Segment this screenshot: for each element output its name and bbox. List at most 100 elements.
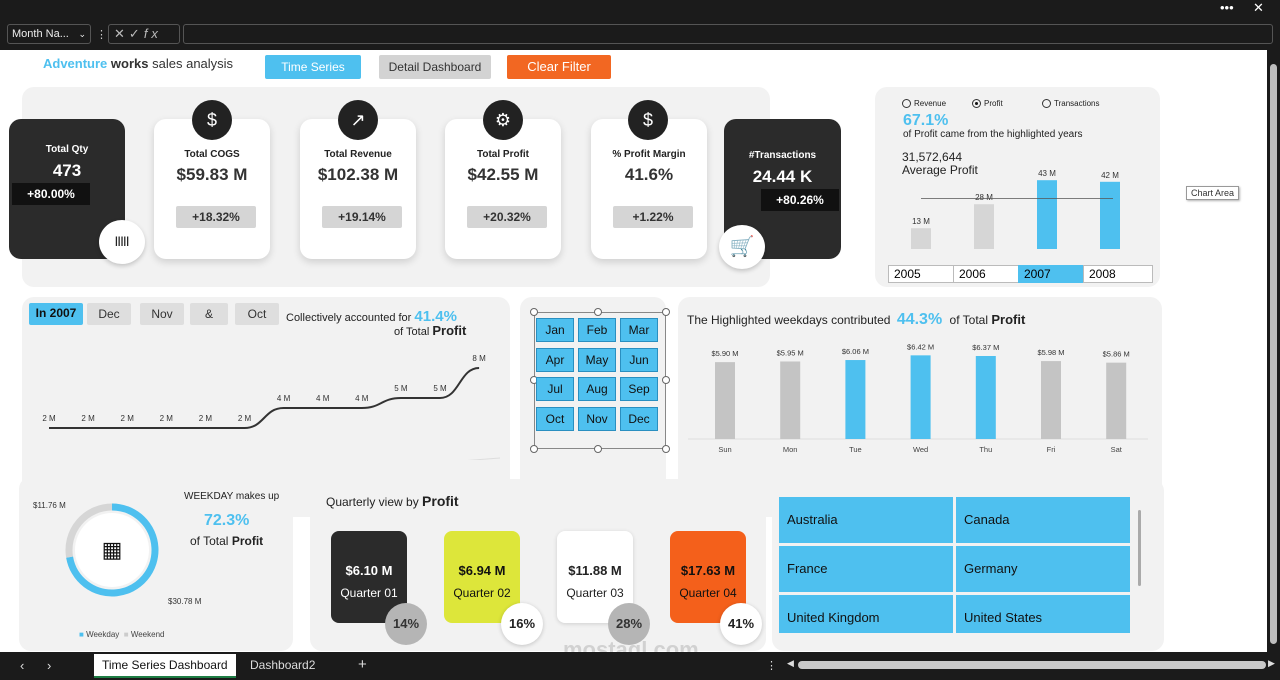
year-pct-text: of Profit came from the highlighted year… <box>903 129 1083 140</box>
time-series-button[interactable]: Time Series <box>265 55 361 79</box>
prev-sheet-icon[interactable]: ‹ <box>20 658 25 673</box>
scroll-right-icon[interactable]: ▶ <box>1268 658 1275 668</box>
weekday-bar-fri <box>1041 361 1061 439</box>
country-slicer: Australia Canada France Germany United K… <box>778 495 1140 633</box>
line-point-label: 8 M <box>472 354 486 363</box>
year-2005[interactable]: 2005 <box>888 265 958 283</box>
kpi-label: % Profit Margin <box>612 149 686 160</box>
line-point-label: 5 M <box>394 384 408 393</box>
x-tick-label: Thu <box>979 445 992 454</box>
x-tick-label: Sun <box>718 445 731 454</box>
x-tick-label: Wed <box>913 445 928 454</box>
name-box[interactable]: Month Na... ⌄ <box>7 24 91 44</box>
tab-time-series-dashboard[interactable]: Time Series Dashboard <box>94 654 236 678</box>
formula-input[interactable] <box>183 24 1273 44</box>
slicer-month-jun[interactable]: Jun <box>620 347 658 372</box>
worksheet: Adventure works sales analysis Time Seri… <box>0 50 1267 652</box>
vertical-scrollbar[interactable] <box>1267 50 1280 652</box>
slicer-month-dec[interactable]: Dec <box>620 406 658 431</box>
resize-handle[interactable] <box>662 308 670 316</box>
weekday-bar-mon <box>780 361 801 439</box>
country-france[interactable]: France <box>779 546 953 592</box>
kebab-icon[interactable]: ⋮ <box>96 29 107 41</box>
year-bar-2008 <box>1100 181 1120 249</box>
slicer-month-mar[interactable]: Mar <box>620 318 658 342</box>
x-tick-label: Mon <box>783 445 798 454</box>
slicer-month-oct[interactable]: Oct <box>536 406 574 431</box>
resize-handle[interactable] <box>662 445 670 453</box>
weekday-bar-label: $5.90 M <box>711 349 738 358</box>
average-label: Average Profit <box>902 163 978 177</box>
line-point-label: 4 M <box>277 394 291 403</box>
cancel-icon[interactable]: ✕ <box>114 26 129 41</box>
country-scrollbar[interactable] <box>1138 510 1141 586</box>
country-united-states[interactable]: United States <box>956 595 1130 633</box>
kpi-profit-margin: % Profit Margin 41.6% +1.22% <box>591 119 707 259</box>
year-2006[interactable]: 2006 <box>953 265 1023 283</box>
resize-handle[interactable] <box>530 445 538 453</box>
next-sheet-icon[interactable]: › <box>47 658 52 673</box>
line-point-label: 2 M <box>42 414 56 423</box>
kebab-icon[interactable]: ⋮ <box>766 660 777 672</box>
monthly-line-chart: 2 MJan2 MFeb2 MMar2 MApr2 MMay2 MJun4 MJ… <box>42 354 500 460</box>
close-window-icon[interactable]: ✕ <box>1253 0 1264 15</box>
slicer-month-feb[interactable]: Feb <box>578 318 616 342</box>
slicer-month-sep[interactable]: Sep <box>620 377 658 401</box>
month-tag-and: & <box>190 303 228 325</box>
clear-filter-button[interactable]: Clear Filter <box>507 55 611 79</box>
country-australia[interactable]: Australia <box>779 497 953 543</box>
kpi-change: +18.32% <box>176 206 256 228</box>
detail-dashboard-button[interactable]: Detail Dashboard <box>379 55 491 79</box>
resize-handle[interactable] <box>530 308 538 316</box>
country-united-kingdom[interactable]: United Kingdom <box>779 595 953 633</box>
year-pct: 67.1% <box>903 112 949 129</box>
year-bar-chart: 13 M 28 M 43 M 42 M <box>911 170 1120 249</box>
profit-line <box>49 367 480 429</box>
slicer-month-nov[interactable]: Nov <box>578 406 616 431</box>
fx-icon[interactable]: fx <box>143 26 162 41</box>
resize-handle[interactable] <box>594 308 602 316</box>
slicer-month-jan[interactable]: Jan <box>536 318 574 342</box>
kpi-total-profit: Total Profit $42.55 M +20.32% <box>445 119 561 259</box>
kpi-label: Total Revenue <box>324 149 392 160</box>
x-tick-label: Tue <box>849 445 862 454</box>
weekday-bar-tue <box>845 360 866 439</box>
resize-handle[interactable] <box>662 376 670 384</box>
more-options-icon[interactable]: ••• <box>1220 0 1234 15</box>
year-2007[interactable]: 2007 <box>1018 265 1088 283</box>
slicer-month-apr[interactable]: Apr <box>536 347 574 372</box>
radio-transactions[interactable]: Transactions <box>1042 99 1100 109</box>
profit-analysis-icon: ⚙ <box>483 100 523 140</box>
weekday-bar-thu <box>975 355 996 439</box>
quarter-label: Quarter 04 <box>679 586 737 600</box>
country-canada[interactable]: Canada <box>956 497 1130 543</box>
resize-handle[interactable] <box>594 445 602 453</box>
donut-hole <box>75 513 149 587</box>
donut-pct: 72.3% <box>204 512 250 529</box>
scroll-left-icon[interactable]: ◀ <box>787 658 794 668</box>
horizontal-scrollbar[interactable] <box>798 661 1266 669</box>
title-bar: ••• ✕ <box>0 0 1280 18</box>
average-value: 31,572,644 <box>902 150 963 164</box>
kpi-label: Total COGS <box>184 149 240 160</box>
slicer-month-jul[interactable]: Jul <box>536 377 574 401</box>
year-bar-label: 43 M <box>1038 170 1056 178</box>
country-germany[interactable]: Germany <box>956 546 1130 592</box>
slicer-month-aug[interactable]: Aug <box>578 377 616 401</box>
line-point-label: 2 M <box>199 414 213 423</box>
tab-dashboard2[interactable]: Dashboard2 <box>250 658 316 672</box>
line-point-label: 4 M <box>316 394 330 403</box>
radio-profit[interactable]: Profit <box>972 99 1003 109</box>
kpi-change: +1.22% <box>613 206 693 228</box>
radio-revenue[interactable]: Revenue <box>902 99 946 109</box>
year-2008[interactable]: 2008 <box>1083 265 1153 283</box>
slicer-month-may[interactable]: May <box>578 347 616 372</box>
donut-slice-weekday <box>66 503 159 597</box>
confirm-icon[interactable]: ✓ <box>128 26 144 41</box>
formula-buttons[interactable]: ✕✓fx <box>108 24 180 44</box>
weekday-donut-chart <box>65 503 159 597</box>
month-tag-dec: Dec <box>87 303 131 325</box>
add-sheet-icon[interactable]: + <box>358 656 367 673</box>
kpi-total-cogs: Total COGS $59.83 M +18.32% <box>154 119 270 259</box>
quarter-label: Quarter 01 <box>340 586 398 600</box>
